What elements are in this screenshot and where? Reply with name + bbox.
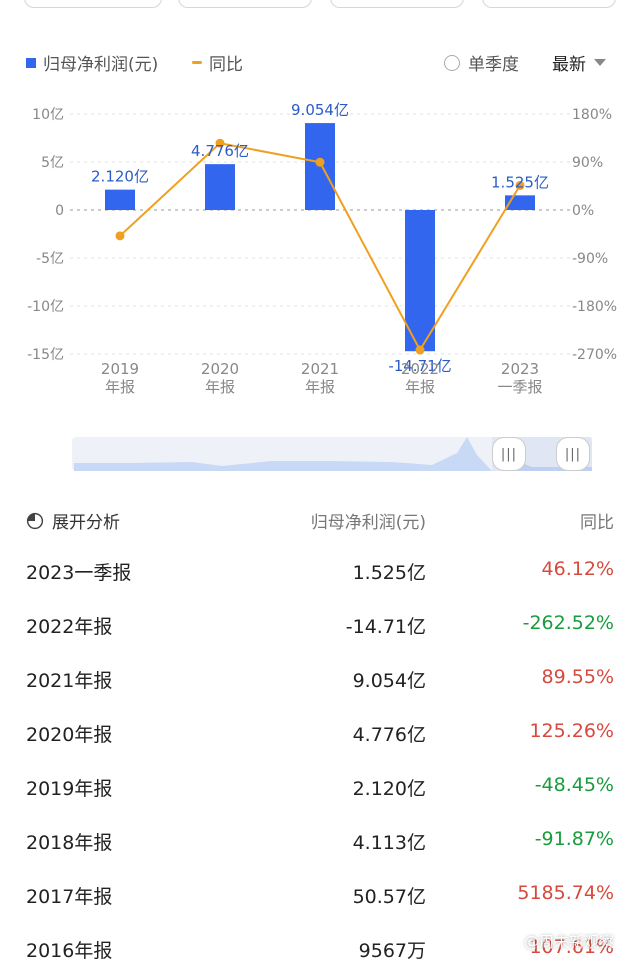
bar-data-label: 9.054亿 <box>291 101 349 119</box>
watermark: @周末新观察 <box>523 933 614 951</box>
chart-navigator[interactable]: ||| ||| <box>72 433 592 477</box>
row-yoy: 107.61% <box>529 936 614 958</box>
expand-analysis-button[interactable]: 展开分析 <box>26 508 120 533</box>
row-period: 2019年报 <box>26 778 113 800</box>
bar-legend-swatch <box>26 57 36 68</box>
expand-analysis-label: 展开分析 <box>52 513 120 533</box>
y-left-tick-label: -5亿 <box>36 251 64 267</box>
navigator-left-handle[interactable]: ||| <box>492 437 526 471</box>
column-header-yoy: 同比 <box>580 513 614 533</box>
quarterly-toggle[interactable]: 单季度 <box>444 50 519 75</box>
yoy-point <box>415 345 425 355</box>
row-period: 2021年报 <box>26 670 113 692</box>
bar-data-label: 4.776亿 <box>191 142 249 160</box>
legend-yoy-label: 同比 <box>209 55 243 75</box>
bar <box>105 189 135 210</box>
y-left-tick-label: -10亿 <box>27 299 64 315</box>
row-period: 2018年报 <box>26 832 113 854</box>
latest-label: 最新 <box>552 55 586 75</box>
table-row[interactable]: 2022年报 -14.71亿 -262.52% <box>0 598 640 652</box>
bar <box>405 210 435 352</box>
table-row[interactable]: 2019年报 2.120亿 -48.45% <box>0 760 640 814</box>
x-tick-label: 2021 年报 <box>301 360 339 396</box>
row-period: 2016年报 <box>26 940 113 962</box>
table-row[interactable]: 2020年报 4.776亿 125.26% <box>0 706 640 760</box>
row-profit: 1.525亿 <box>352 562 426 584</box>
navigator-right-handle[interactable]: ||| <box>556 437 590 471</box>
bar-data-label: 1.525亿 <box>491 173 549 191</box>
quarterly-label: 单季度 <box>468 55 519 75</box>
row-profit: -14.71亿 <box>345 616 426 638</box>
chart-legend: 归母净利润(元) 同比 单季度 最新 <box>0 44 640 80</box>
row-period: 2022年报 <box>26 616 113 638</box>
row-profit: 2.120亿 <box>352 778 426 800</box>
row-period: 2023一季报 <box>26 562 132 584</box>
yoy-point <box>515 180 525 190</box>
row-yoy: -48.45% <box>534 774 614 796</box>
profit-chart: 10亿 5亿 0 -5亿 -10亿 -15亿 180% 90% 0% -90% -180% -270%… <box>27 101 617 396</box>
row-profit: 9.054亿 <box>352 670 426 692</box>
x-tick-label: 2023 一季报 <box>497 360 542 396</box>
table-row[interactable]: 2018年报 4.113亿 -91.87% <box>0 814 640 868</box>
row-yoy: -91.87% <box>534 828 614 850</box>
top-tab-1[interactable] <box>24 0 162 8</box>
row-profit: 4.776亿 <box>352 724 426 746</box>
row-period: 2017年报 <box>26 886 113 908</box>
column-header-profit: 归母净利润(元) <box>310 513 426 533</box>
bar-data-label: 2.120亿 <box>91 168 149 186</box>
top-tab-3[interactable] <box>330 0 464 8</box>
row-yoy: -262.52% <box>522 612 614 634</box>
legend-yoy[interactable]: 同比 <box>192 50 243 75</box>
x-tick-label: 2022 年报 <box>401 360 439 396</box>
table-row[interactable]: 2021年报 9.054亿 89.55% <box>0 652 640 706</box>
top-tab-bar <box>0 0 640 8</box>
chevron-down-icon <box>594 59 606 66</box>
bar <box>205 164 235 210</box>
row-profit: 4.113亿 <box>352 832 426 854</box>
y-right-tick-label: 90% <box>572 155 603 171</box>
x-tick-label: 2020 年报 <box>201 360 239 396</box>
y-left-tick-label: -15亿 <box>27 347 64 363</box>
legend-profit[interactable]: 归母净利润(元) <box>26 50 158 75</box>
y-right-tick-label: 0% <box>572 203 594 219</box>
y-right-tick-label: -270% <box>572 347 617 363</box>
row-period: 2020年报 <box>26 724 113 746</box>
row-profit: 9567万 <box>358 940 426 962</box>
table-row[interactable]: 2017年报 50.57亿 5185.74% <box>0 868 640 922</box>
y-left-tick-label: 5亿 <box>41 155 64 171</box>
latest-dropdown[interactable]: 最新 <box>552 50 606 75</box>
row-yoy: 46.12% <box>541 558 614 580</box>
row-profit: 50.57亿 <box>352 886 426 908</box>
yoy-point <box>315 157 325 167</box>
y-left-tick-label: 0 <box>55 203 64 219</box>
y-left-tick-label: 10亿 <box>32 107 64 123</box>
table-header: 展开分析 归母净利润(元) 同比 <box>0 500 640 536</box>
y-right-tick-label: -180% <box>572 299 617 315</box>
top-tab-2[interactable] <box>178 0 312 8</box>
row-yoy: 89.55% <box>541 666 614 688</box>
pie-chart-icon <box>26 512 44 529</box>
y-right-tick-label: 180% <box>572 107 612 123</box>
top-tab-4[interactable] <box>482 0 616 8</box>
bar-data-label: -14.71亿 <box>388 357 451 375</box>
table-row[interactable]: 2023一季报 1.525亿 46.12% <box>0 544 640 598</box>
y-right-tick-label: -90% <box>572 251 608 267</box>
yoy-point <box>115 231 125 241</box>
legend-profit-label: 归母净利润(元) <box>43 55 159 75</box>
yoy-point <box>215 138 225 148</box>
table-row[interactable]: 2016年报 9567万 107.61% <box>0 922 640 976</box>
line-legend-swatch <box>192 61 202 64</box>
radio-icon <box>444 54 460 71</box>
row-yoy: 125.26% <box>529 720 614 742</box>
row-yoy: 5185.74% <box>517 882 614 904</box>
x-tick-label: 2019 年报 <box>101 360 139 396</box>
